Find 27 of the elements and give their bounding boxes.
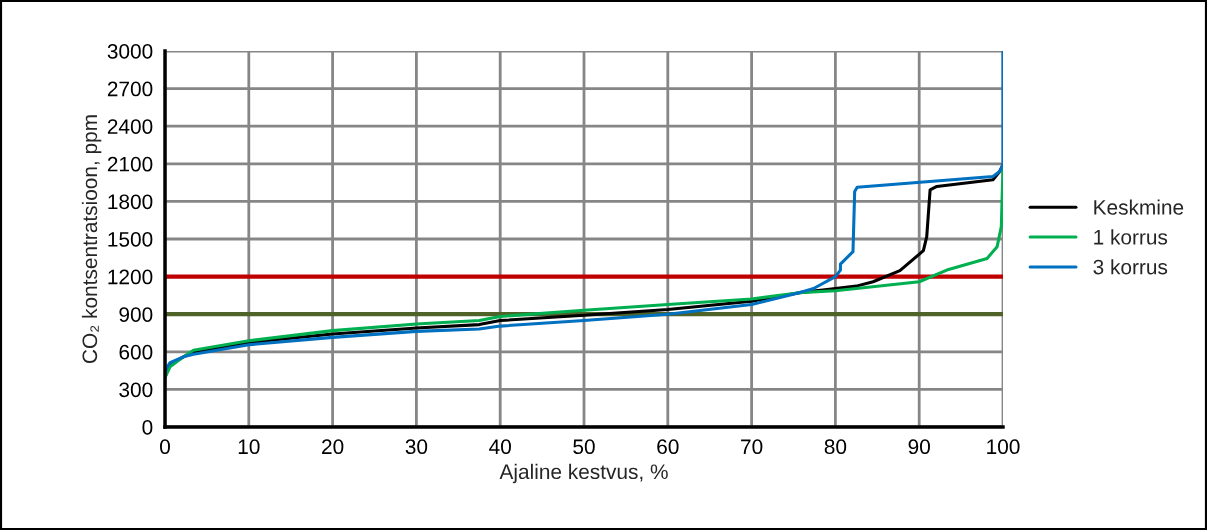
x-tick-label: 80 bbox=[824, 439, 847, 455]
y-tick-label: 600 bbox=[119, 344, 153, 360]
x-tick-label: 20 bbox=[322, 439, 344, 455]
x-tick-label: 60 bbox=[657, 439, 679, 455]
x-tick-label: 90 bbox=[908, 439, 930, 455]
y-tick-label: 1200 bbox=[108, 269, 153, 285]
y-tick-label: 900 bbox=[119, 307, 153, 322]
x-tick-label: 40 bbox=[489, 439, 511, 455]
y-tick-label: 300 bbox=[119, 382, 153, 398]
legend-label: 1 korrus bbox=[1094, 229, 1168, 245]
x-tick-label: 10 bbox=[238, 439, 260, 455]
legend-label: 3 korrus bbox=[1093, 259, 1168, 275]
y-tick-label: 2700 bbox=[107, 81, 153, 97]
x-tick-label: 0 bbox=[160, 439, 170, 455]
y-axis-title: CO₂ kontsentratsioon, ppm bbox=[81, 115, 102, 363]
y-tick-label: 1800 bbox=[108, 194, 153, 210]
y-tick-label: 1500 bbox=[108, 232, 153, 247]
x-tick-label: 50 bbox=[573, 439, 595, 455]
y-tick-label: 0 bbox=[142, 420, 153, 435]
x-tick-label: 70 bbox=[741, 439, 763, 455]
x-axis-title: Ajaline kestvus, % bbox=[499, 463, 668, 484]
y-tick-label: 2400 bbox=[107, 119, 153, 134]
y-tick-label: 2100 bbox=[107, 156, 153, 172]
y-tick-label: 3000 bbox=[107, 44, 153, 59]
legend-label: Keskmine bbox=[1094, 199, 1184, 215]
x-tick-label: 100 bbox=[987, 439, 1020, 455]
x-tick-label: 30 bbox=[405, 439, 428, 455]
